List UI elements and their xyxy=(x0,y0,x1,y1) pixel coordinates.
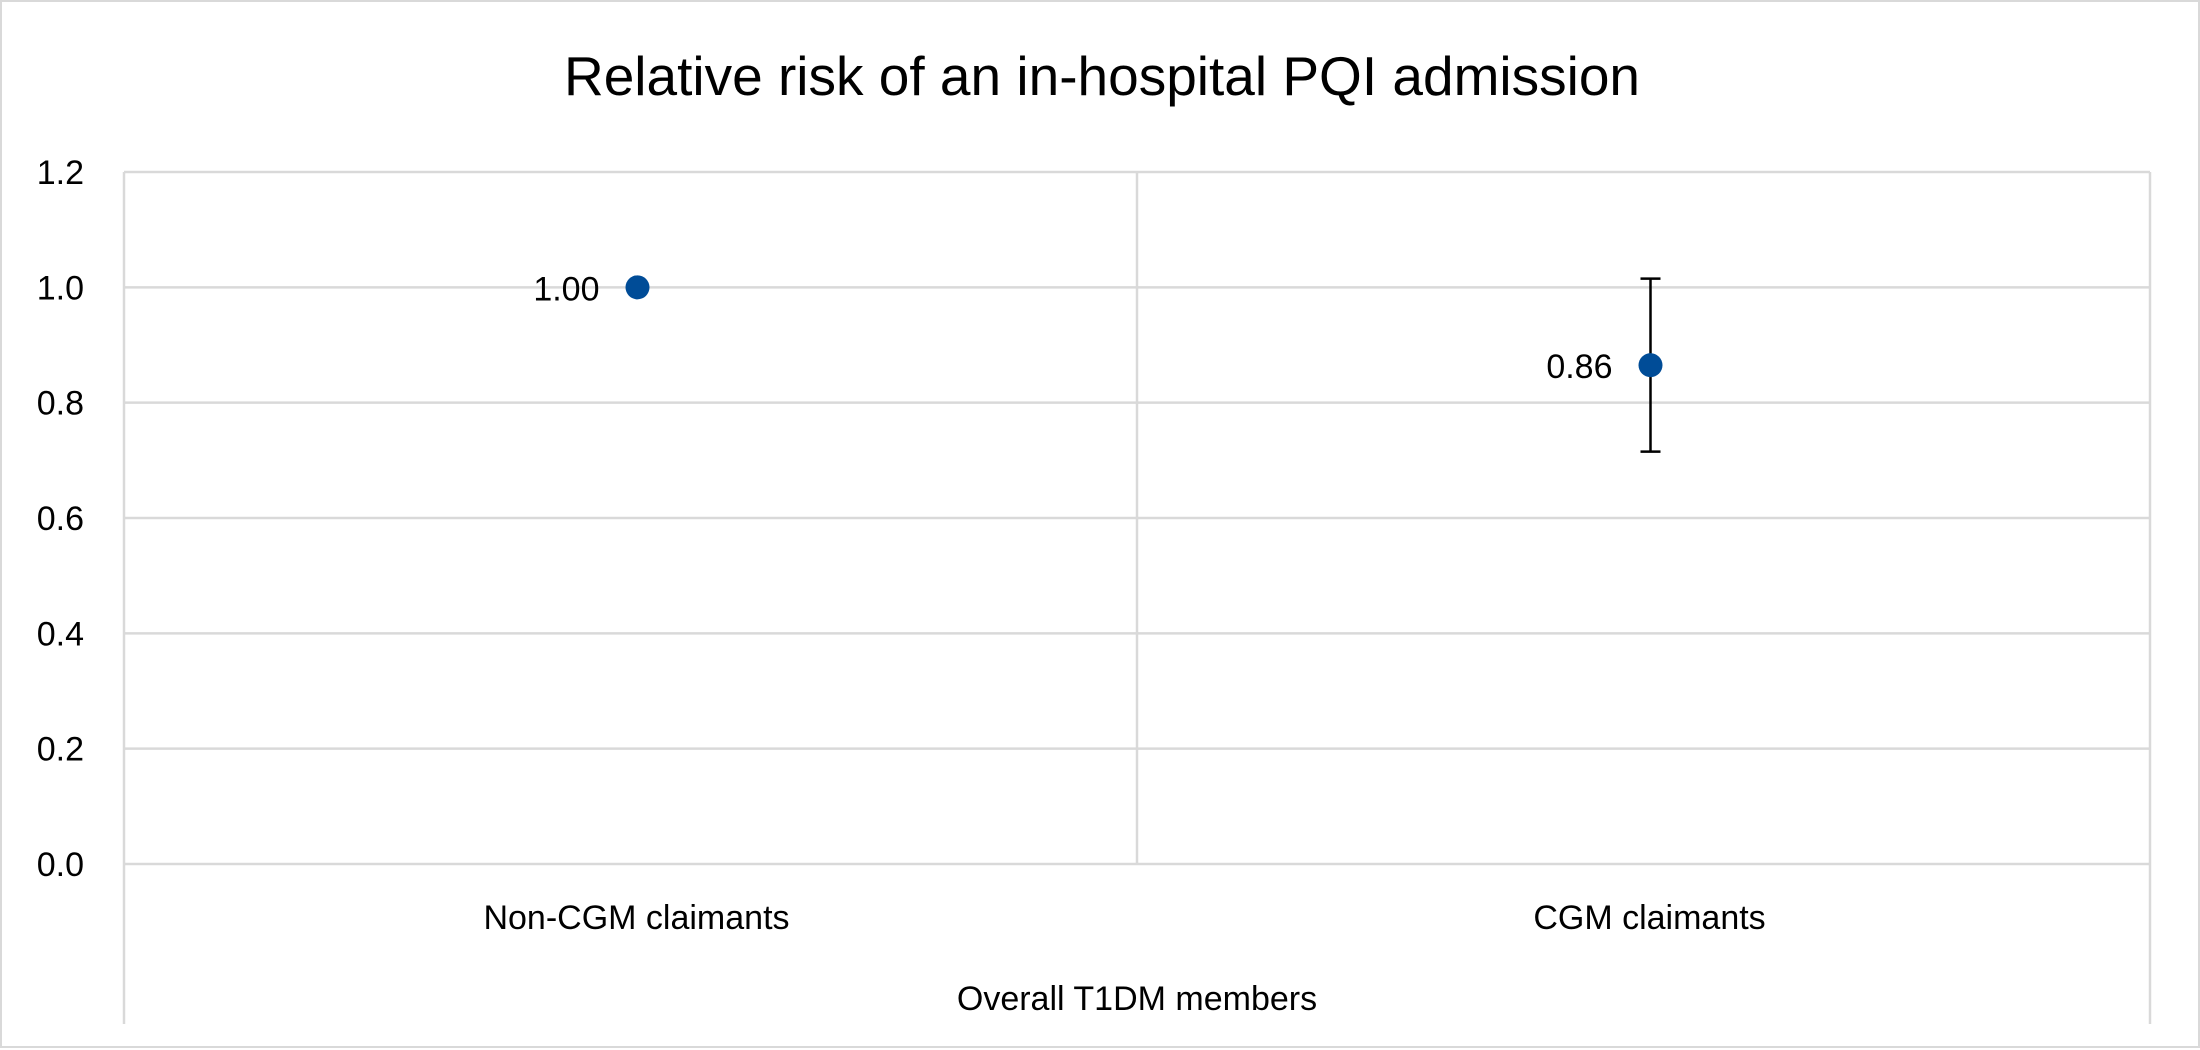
data-label: 1.00 xyxy=(533,270,599,308)
chart-title: Relative risk of an in-hospital PQI admi… xyxy=(564,45,1640,107)
data-points xyxy=(625,275,1663,378)
y-axis-tick-labels: 0.0 0.2 0.4 0.6 0.8 1.0 1.2 xyxy=(37,154,84,884)
y-tick-label: 1.0 xyxy=(37,269,84,307)
category-dividers xyxy=(122,172,2152,1024)
x-axis-tick-labels: Non-CGM claimants CGM claimants xyxy=(483,899,1765,937)
y-tick-label: 1.2 xyxy=(37,154,84,192)
y-tick-label: 0.8 xyxy=(37,385,84,423)
y-tick-label: 0.0 xyxy=(37,846,84,884)
x-axis-title: Overall T1DM members xyxy=(957,980,1317,1018)
y-tick-label: 0.2 xyxy=(37,731,84,769)
x-tick-label: CGM claimants xyxy=(1533,899,1765,937)
data-point xyxy=(625,275,650,300)
data-point xyxy=(1638,353,1663,378)
data-labels: 1.00 0.86 xyxy=(533,270,1612,386)
data-label: 0.86 xyxy=(1546,348,1612,386)
y-tick-label: 0.4 xyxy=(37,615,84,653)
y-tick-label: 0.6 xyxy=(37,500,84,538)
x-tick-label: Non-CGM claimants xyxy=(483,899,789,937)
